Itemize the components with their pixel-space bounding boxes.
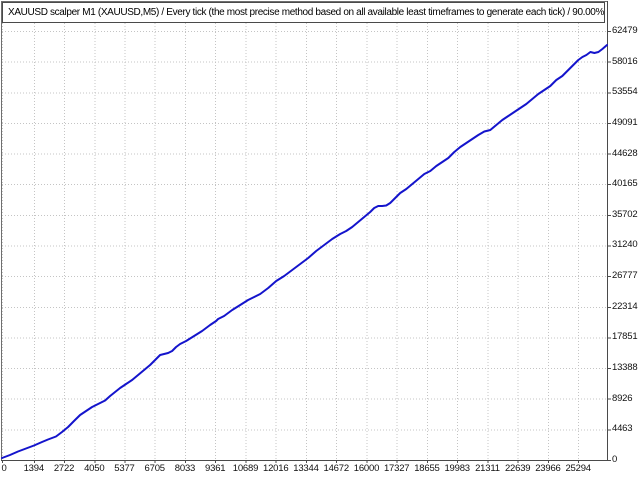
x-axis-label: 4050 [84,463,105,474]
y-axis-label: 44628 [612,147,638,159]
y-axis-label: 35702 [612,208,638,220]
y-axis-label: 22314 [612,300,638,312]
x-axis-label: 9361 [205,463,226,474]
chart-title: XAUUSD scalper M1 (XAUUSD,M5) / Every ti… [8,7,604,18]
x-axis-label: 18655 [414,463,440,474]
x-axis-label: 0 [1,463,7,474]
x-axis-label: 14672 [323,463,349,474]
balance-equity-line [1,44,608,459]
y-axis-label: 13388 [612,362,638,374]
y-axis-label: 31240 [612,239,638,251]
x-axis-label: 1394 [23,463,45,474]
y-axis-label: 26777 [612,270,638,282]
y-axis-label: 4463 [612,423,633,435]
y-axis-label: 58016 [612,55,638,67]
x-axis-label: 16000 [353,463,380,474]
x-axis-label: 22639 [504,463,531,474]
x-axis-label: 8033 [174,463,196,474]
y-axis-label: 49091 [612,116,638,128]
x-axis-label: 5377 [114,463,135,474]
y-axis-label: 53554 [612,86,638,98]
x-axis-label: 23966 [535,463,561,474]
x-axis-label: 10689 [232,463,259,474]
axis-tick-layer [2,31,611,463]
axis-frame-layer [1,1,608,461]
y-axis-label: 17851 [612,331,638,343]
x-axis-label: 21311 [475,463,500,474]
x-axis-label: 12016 [262,463,289,474]
plot-frame [1,1,608,461]
x-axis-label: 2722 [53,463,75,474]
grid-layer [2,2,607,461]
y-axis-label: 40165 [612,178,638,190]
x-axis-label: 13344 [293,463,319,474]
x-axis-label: 25294 [565,463,591,474]
chart-title-box: XAUUSD scalper M1 (XAUUSD,M5) / Every ti… [2,2,605,23]
y-axis-label: 8926 [612,392,633,404]
x-axis-label: 17327 [383,463,410,474]
y-axis-label: 0 [612,454,618,465]
x-axis-label: 6705 [144,463,166,474]
x-axis-label: 19983 [444,463,470,474]
y-axis-label: 62479 [612,25,638,36]
